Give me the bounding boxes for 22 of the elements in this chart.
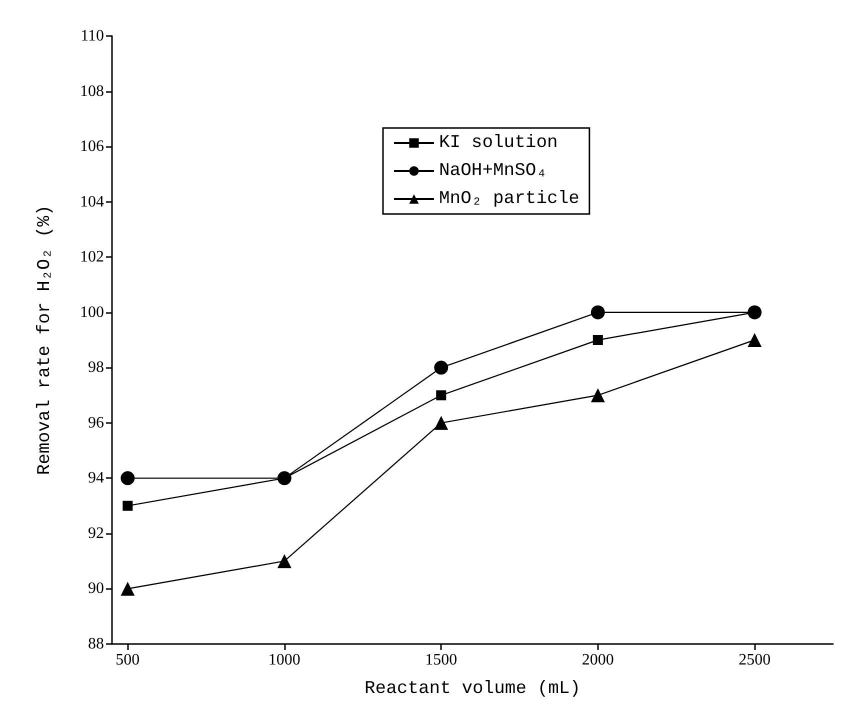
- y-tick-label: 88: [88, 636, 104, 652]
- y-tick-label: 100: [80, 304, 104, 321]
- y-tick-label: 98: [88, 359, 104, 376]
- y-tick-label: 106: [80, 138, 104, 156]
- x-axis-title: Reactant volume (mL): [364, 679, 581, 699]
- y-tick-label: 104: [80, 193, 104, 210]
- y-tick-label: 96: [88, 414, 104, 432]
- x-tick-label: 1500: [425, 652, 458, 668]
- y-tick-label: 102: [80, 248, 104, 266]
- legend-label: KI solution: [439, 133, 558, 153]
- x-tick-label: 2500: [738, 652, 771, 668]
- y-tick-label: 92: [88, 524, 104, 542]
- x-tick-label: 500: [116, 652, 140, 668]
- y-axis-title: Removal rate for H₂O₂ (%): [35, 204, 55, 476]
- y-tick-label: 90: [88, 580, 104, 598]
- x-tick-label: 1000: [268, 652, 300, 668]
- y-tick-label: 110: [80, 28, 104, 44]
- y-tick-label: 108: [80, 82, 104, 100]
- y-tick-label: 94: [88, 470, 104, 487]
- legend-label: NaOH+MnSO₄: [439, 161, 548, 181]
- x-tick-label: 2000: [582, 652, 614, 668]
- legend-label: MnO₂ particle: [439, 189, 580, 209]
